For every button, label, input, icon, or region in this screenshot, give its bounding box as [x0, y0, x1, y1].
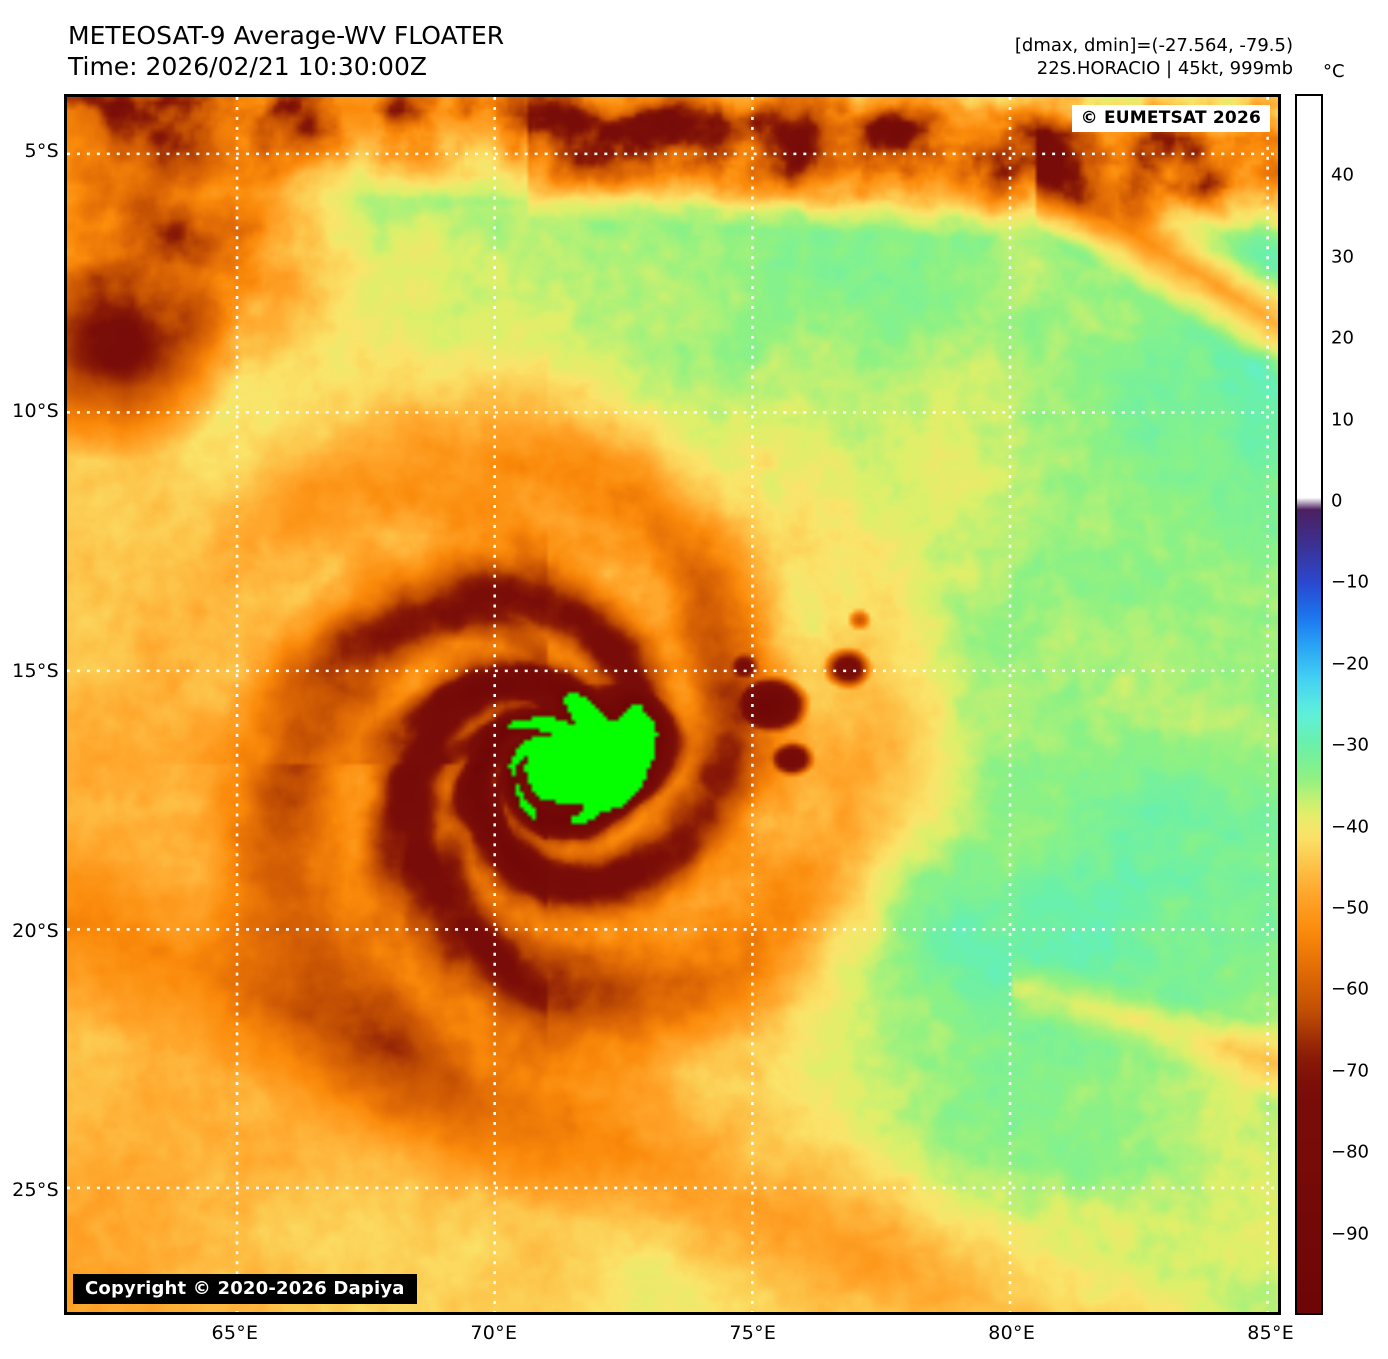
colorbar-tick-2: 20	[1331, 327, 1354, 349]
colorbar-tick-9: −50	[1331, 897, 1369, 919]
colorbar-tick-5: −10	[1331, 571, 1369, 593]
lat-tick-1: 10°S	[12, 399, 59, 422]
colorbar-tick-3: 10	[1331, 409, 1354, 431]
colorbar-tick-12: −80	[1331, 1141, 1369, 1163]
colorbar-tick-13: −90	[1331, 1223, 1369, 1245]
colorbar-tick-7: −30	[1331, 734, 1369, 756]
lat-tick-2: 15°S	[12, 659, 59, 682]
colorbar-tick-4: 0	[1331, 490, 1343, 512]
metadata-block: [dmax, dmin]=(-27.564, -79.5) 22S.HORACI…	[1015, 34, 1293, 80]
colorbar[interactable]	[1295, 94, 1323, 1315]
satellite-image-plot[interactable]: © EUMETSAT 2026 Copyright © 2020-2026 Da…	[64, 94, 1281, 1315]
lat-tick-0: 5°S	[24, 140, 59, 163]
page-title: METEOSAT-9 Average-WV FLOATER	[68, 21, 505, 50]
lon-tick-4: 85°E	[1247, 1322, 1295, 1344]
colorbar-unit-label: °C	[1323, 61, 1345, 82]
dapiya-copyright-badge: Copyright © 2020-2026 Dapiya	[73, 1274, 417, 1304]
lon-tick-2: 75°E	[729, 1322, 777, 1344]
storm-info-label: 22S.HORACIO | 45kt, 999mb	[1036, 58, 1293, 79]
lon-tick-0: 65°E	[211, 1322, 259, 1344]
lat-tick-3: 20°S	[12, 919, 59, 942]
colorbar-tick-8: −40	[1331, 816, 1369, 838]
lon-tick-1: 70°E	[470, 1322, 518, 1344]
dmax-dmin-label: [dmax, dmin]=(-27.564, -79.5)	[1014, 35, 1293, 56]
lat-tick-4: 25°S	[12, 1179, 59, 1202]
colorbar-tick-6: −20	[1331, 653, 1369, 675]
satellite-ir-heatmap	[67, 97, 1278, 1312]
eumetsat-copyright-badge: © EUMETSAT 2026	[1071, 105, 1270, 132]
colorbar-tick-10: −60	[1331, 978, 1369, 1000]
lon-tick-3: 80°E	[988, 1322, 1036, 1344]
colorbar-tick-0: 40	[1331, 164, 1354, 186]
colorbar-tick-11: −70	[1331, 1060, 1369, 1082]
colorbar-gradient	[1297, 96, 1321, 1313]
timestamp-label: Time: 2026/02/21 10:30:00Z	[68, 52, 427, 81]
colorbar-tick-1: 30	[1331, 246, 1354, 268]
header-block: METEOSAT-9 Average-WV FLOATER Time: 2026…	[68, 20, 504, 82]
